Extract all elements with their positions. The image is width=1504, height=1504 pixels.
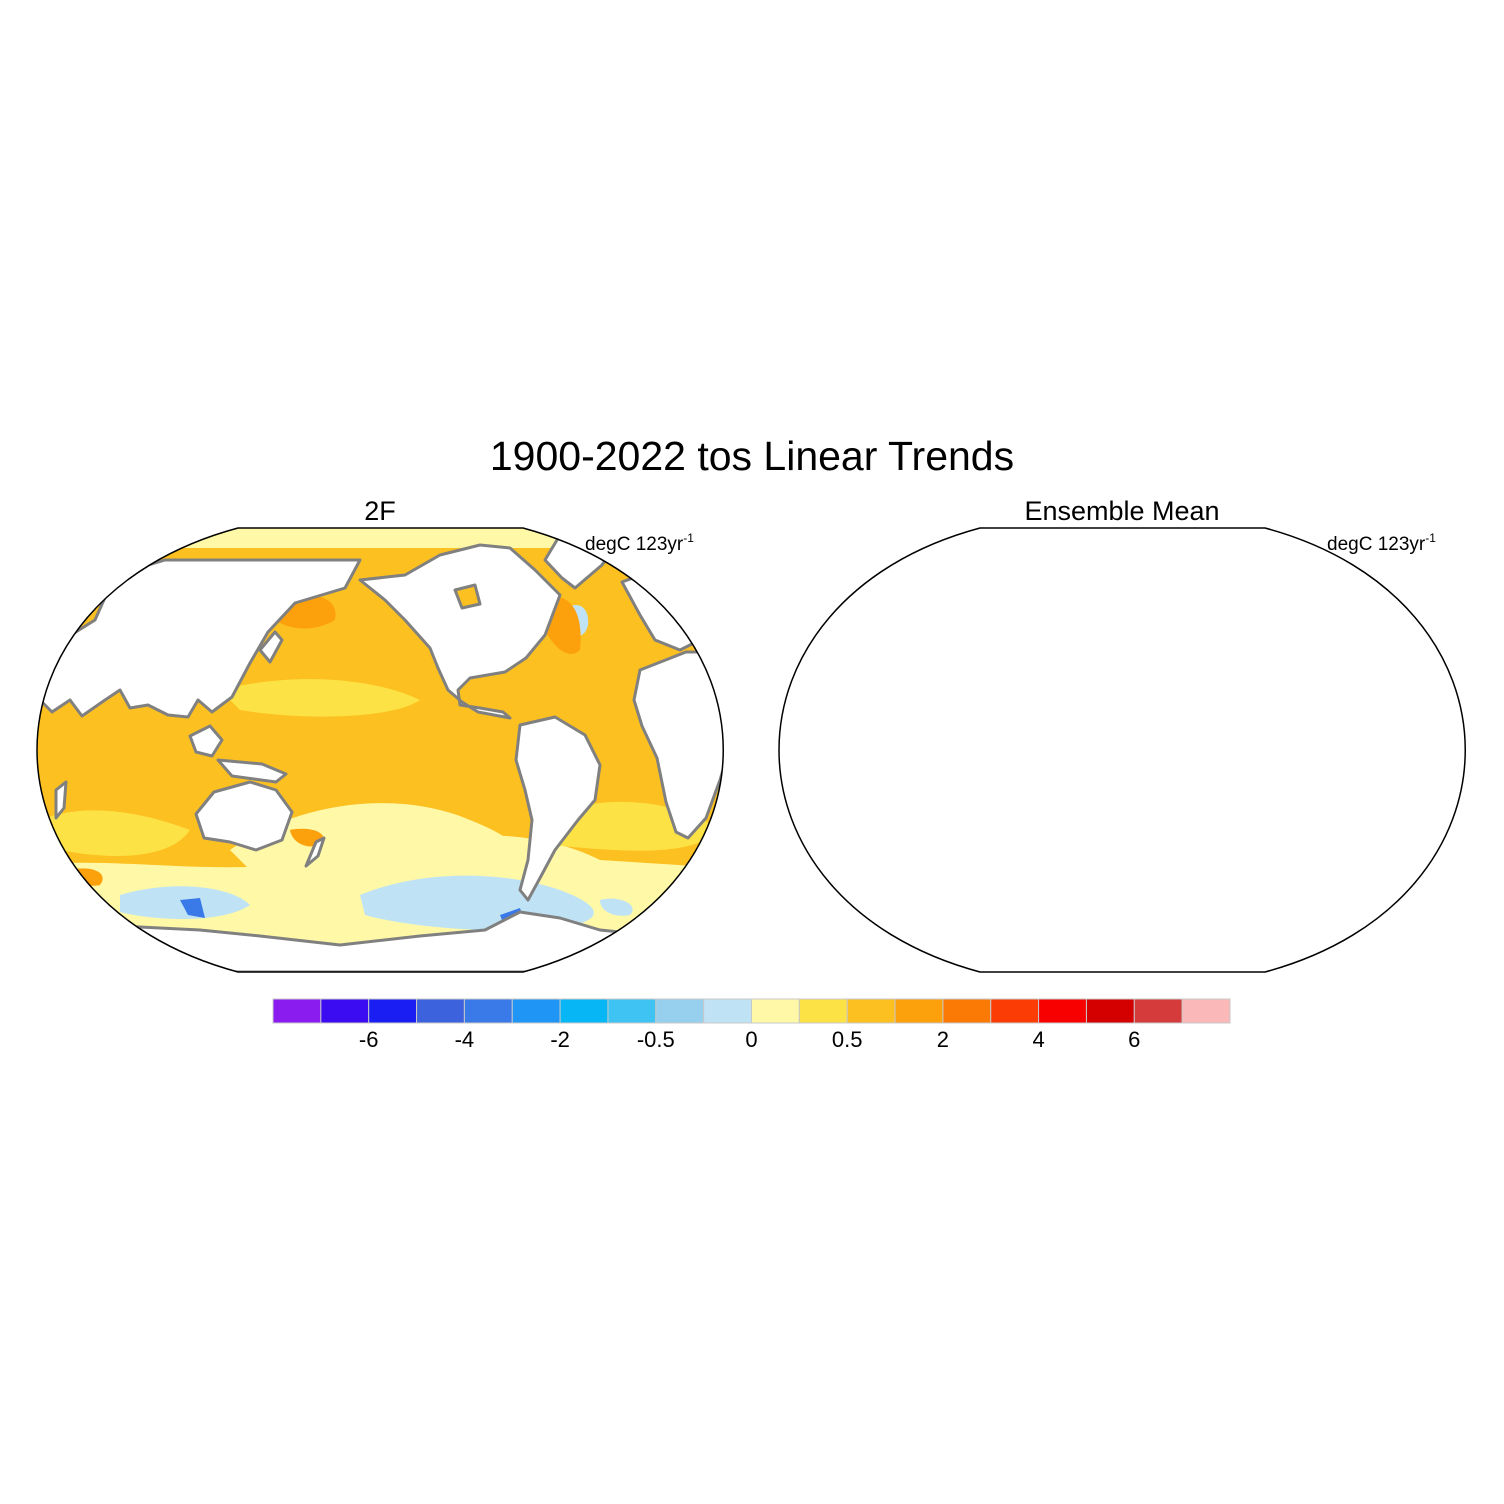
figure-title: 1900-2022 tos Linear Trends bbox=[489, 433, 1015, 479]
ocean-base-right bbox=[742, 520, 1502, 980]
colorbar-box bbox=[607, 998, 657, 1024]
colorbar-box bbox=[416, 998, 465, 1024]
units-label-left: degC 123yr-1 bbox=[585, 531, 694, 555]
contour-region bbox=[1362, 819, 1434, 854]
contour-region bbox=[772, 815, 932, 851]
map-outline-left bbox=[36, 527, 724, 973]
colorbar-tick-label: 2 bbox=[936, 1027, 950, 1052]
map-left bbox=[37, 528, 724, 972]
units-label-right: degC 123yr-1 bbox=[1327, 531, 1436, 555]
colorbar-box bbox=[846, 998, 896, 1024]
contour-region bbox=[892, 528, 1362, 548]
contour-region bbox=[40, 810, 190, 856]
map-right bbox=[742, 520, 1502, 980]
panel-title-right: Ensemble Mean bbox=[1024, 496, 1220, 526]
contour-region bbox=[962, 779, 1249, 871]
map-outline-right bbox=[778, 527, 1466, 973]
contour-region bbox=[1307, 597, 1327, 633]
contour-region bbox=[230, 803, 522, 890]
colorbar-box bbox=[272, 998, 322, 1024]
panel-title-left: 2F bbox=[364, 496, 396, 526]
colorbar-box bbox=[511, 998, 561, 1024]
contour-region bbox=[150, 528, 620, 548]
colorbar-box bbox=[320, 998, 370, 1024]
land-right bbox=[742, 530, 1502, 972]
colorbar-box bbox=[990, 998, 1040, 1024]
colorbar-box bbox=[1085, 998, 1135, 1024]
colorbar-box bbox=[559, 998, 609, 1024]
colorbar-box bbox=[894, 998, 944, 1024]
contour-region bbox=[1262, 900, 1362, 923]
colorbar-box bbox=[655, 998, 705, 1024]
colorbar-tick-label: -2 bbox=[550, 1027, 570, 1052]
colorbar-box bbox=[703, 998, 753, 1024]
colorbar-tick-label: -0.5 bbox=[636, 1027, 675, 1052]
contour-region bbox=[942, 630, 1212, 686]
contour-region bbox=[180, 898, 205, 918]
contour-region bbox=[1072, 881, 1270, 928]
colorbar-tick-label: -4 bbox=[454, 1027, 475, 1052]
colorbar-box bbox=[942, 998, 992, 1024]
colorbar-tick-label: 4 bbox=[1032, 1027, 1045, 1052]
colorbar-box bbox=[751, 998, 800, 1024]
colorbar-tick-label: 0.5 bbox=[831, 1027, 863, 1052]
colorbar-box bbox=[463, 998, 513, 1024]
colorbar-tick-label: 0 bbox=[745, 1027, 758, 1052]
contour-region bbox=[600, 898, 633, 916]
contour-region bbox=[742, 868, 1502, 972]
colorbar-box bbox=[1181, 998, 1231, 1024]
colorbar bbox=[272, 998, 1231, 1024]
colorbar-tick-label: -6 bbox=[358, 1027, 379, 1052]
colorbar-box bbox=[798, 998, 848, 1024]
colorbar-box bbox=[1133, 998, 1183, 1024]
contour-region bbox=[1287, 590, 1328, 648]
contour-region bbox=[220, 679, 420, 717]
contour-region bbox=[1342, 797, 1414, 834]
colorbar-tick-label: 6 bbox=[1128, 1027, 1141, 1052]
colorbar-box bbox=[1038, 998, 1087, 1024]
colorbar-box bbox=[368, 998, 418, 1024]
